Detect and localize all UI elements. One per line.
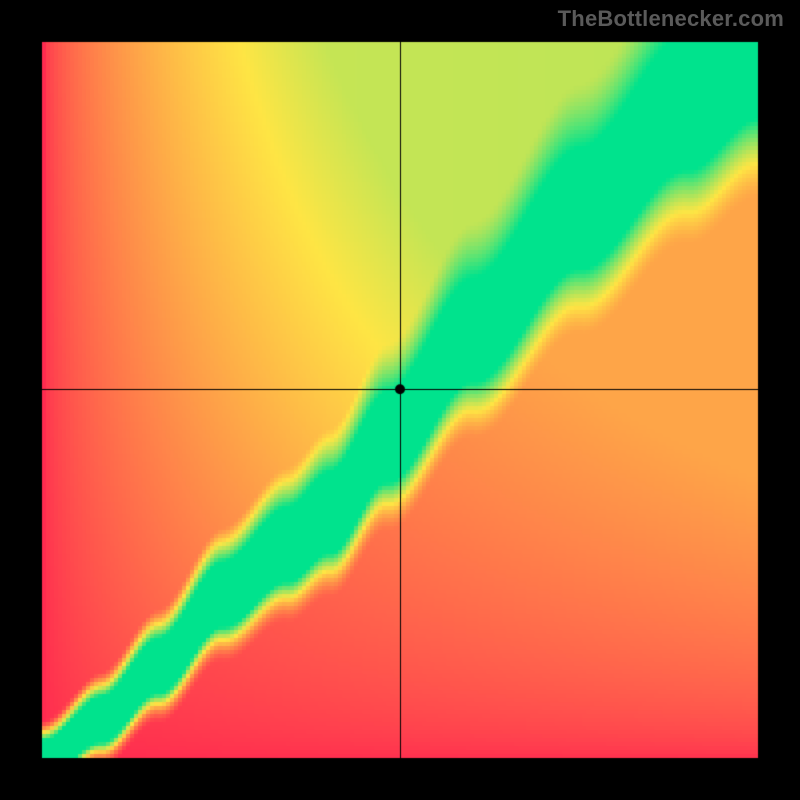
root: TheBottlenecker.com <box>0 0 800 800</box>
watermark-label: TheBottlenecker.com <box>558 6 784 32</box>
bottleneck-heatmap <box>0 0 800 800</box>
